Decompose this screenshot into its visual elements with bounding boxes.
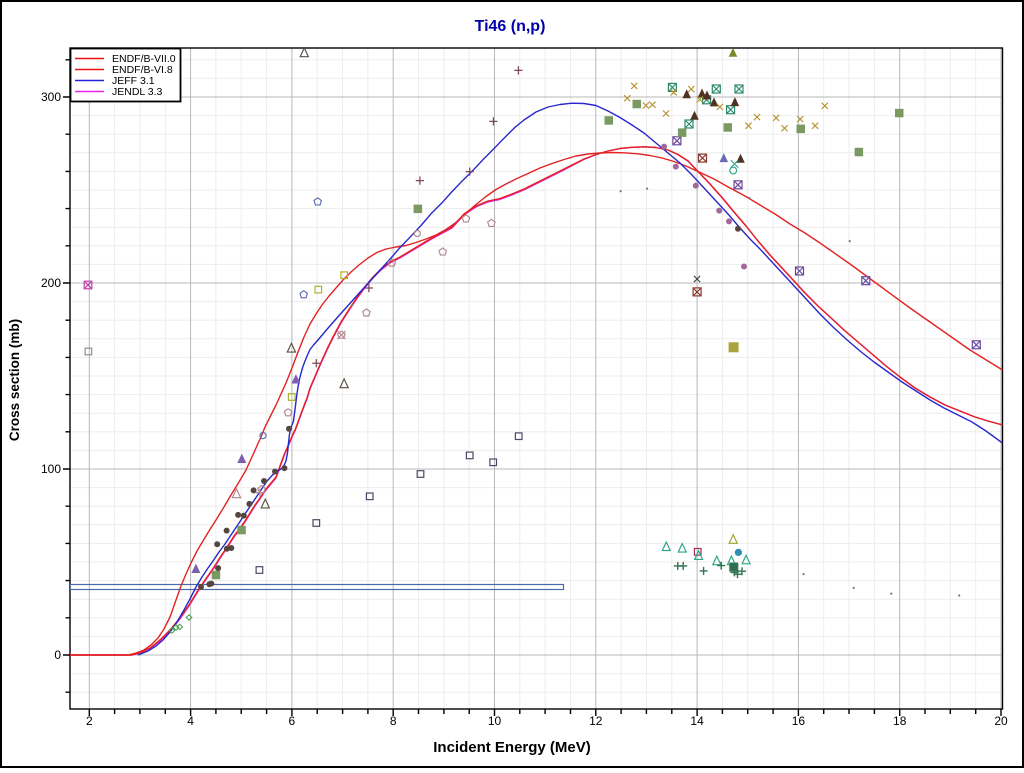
- svg-text:JEFF 3.1: JEFF 3.1: [112, 75, 155, 87]
- svg-text:10: 10: [488, 714, 502, 728]
- svg-text:14: 14: [690, 714, 704, 728]
- svg-text:4: 4: [187, 714, 194, 728]
- svg-text:300: 300: [41, 90, 61, 104]
- svg-text:0: 0: [54, 648, 61, 662]
- svg-text:16: 16: [792, 714, 806, 728]
- svg-text:20: 20: [994, 714, 1008, 728]
- svg-text:100: 100: [41, 462, 61, 476]
- svg-text:18: 18: [893, 714, 907, 728]
- svg-text:JENDL 3.3: JENDL 3.3: [112, 86, 163, 98]
- svg-text:200: 200: [41, 276, 61, 290]
- svg-text:12: 12: [589, 714, 603, 728]
- svg-text:ENDF/B-VII.0: ENDF/B-VII.0: [112, 53, 176, 65]
- svg-text:6: 6: [289, 714, 296, 728]
- svg-text:Incident Energy (MeV): Incident Energy (MeV): [433, 739, 591, 756]
- svg-text:2: 2: [86, 714, 93, 728]
- svg-text:Cross section (mb): Cross section (mb): [7, 319, 22, 441]
- svg-text:8: 8: [390, 714, 397, 728]
- svg-text:Ti46 (n,p): Ti46 (n,p): [475, 18, 546, 35]
- svg-text:ENDF/B-VI.8: ENDF/B-VI.8: [112, 64, 173, 76]
